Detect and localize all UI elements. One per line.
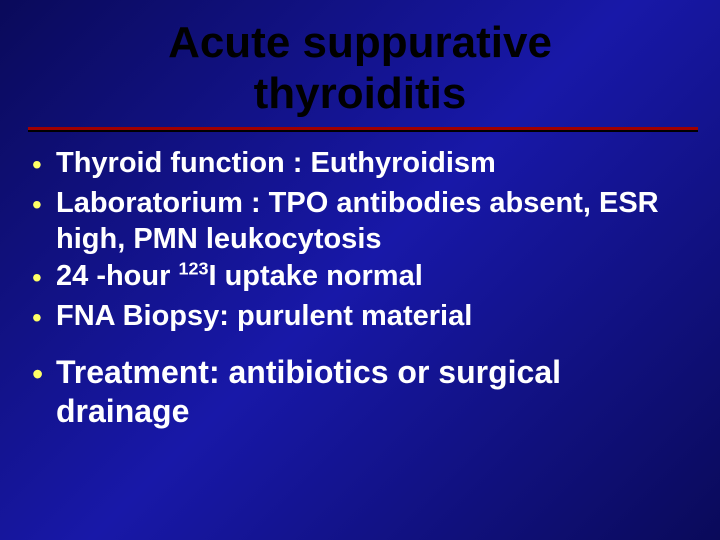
slide-container: Acute suppurative thyroiditis • Thyroid … [0,0,720,540]
bullet-marker-icon: • [28,299,56,337]
bullet-pre: 24 -hour [56,260,178,292]
underline-thin [28,130,698,132]
bullet-item: • Thyroid function : Euthyroidism [28,146,682,184]
title-line-1: Acute suppurative [168,18,552,67]
bullet-marker-icon: • [28,259,56,297]
bullet-item: • Laboratorium : TPO antibodies absent, … [28,186,682,257]
bullet-item: • 24 -hour 123I uptake normal [28,259,682,297]
bullet-text: 24 -hour 123I uptake normal [56,259,682,294]
bullet-text: Thyroid function : Euthyroidism [56,146,682,181]
bullet-text: FNA Biopsy: purulent material [56,299,682,334]
bullet-item: • FNA Biopsy: purulent material [28,299,682,337]
bullet-gap [28,339,682,353]
bullet-superscript: 123 [178,258,208,278]
bullet-post: I uptake normal [208,260,422,292]
slide-title: Acute suppurative thyroiditis [168,18,552,119]
bullet-marker-icon: • [28,146,56,184]
bullet-text: Laboratorium : TPO antibodies absent, ES… [56,186,682,257]
bullet-item-emphasis: • Treatment: antibiotics or surgical dra… [28,353,682,431]
bullet-marker-icon: • [28,353,56,395]
bullet-marker-icon: • [28,186,56,224]
title-underline [28,127,698,132]
bullet-text-emphasis: Treatment: antibiotics or surgical drain… [56,353,682,431]
title-block: Acute suppurative thyroiditis [28,18,692,119]
bullet-list: • Thyroid function : Euthyroidism • Labo… [28,146,692,431]
title-line-2: thyroiditis [254,69,467,118]
